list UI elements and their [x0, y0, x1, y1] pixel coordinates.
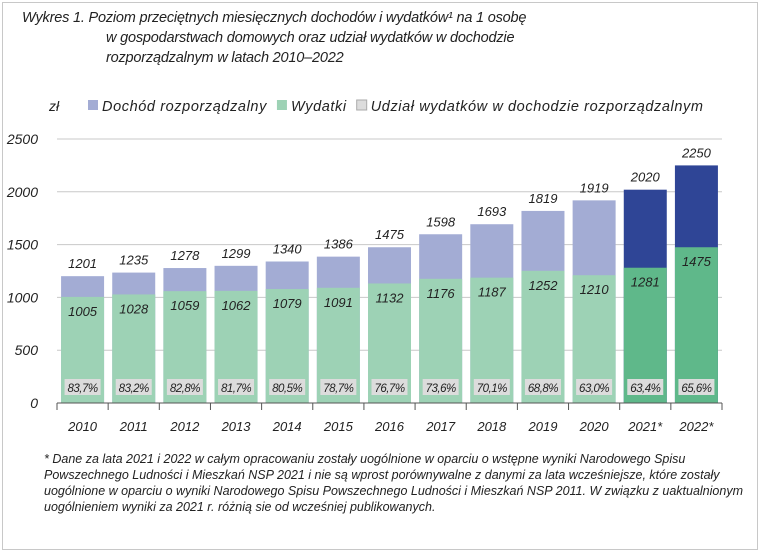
share-value-label: 76,7% — [374, 383, 404, 395]
x-tick-label: 2013 — [221, 419, 252, 434]
income-value-label: 1299 — [222, 246, 251, 261]
y-tick-label: 2500 — [6, 131, 38, 147]
expenses-value-label: 1176 — [427, 286, 456, 301]
x-tick-label: 2022* — [678, 419, 714, 434]
share-box — [371, 379, 408, 395]
income-value-label: 1693 — [477, 204, 507, 219]
income-value-label: 1278 — [170, 248, 200, 263]
y-tick-label: 500 — [15, 342, 39, 358]
legend-swatch — [356, 99, 368, 111]
share-box — [576, 379, 613, 395]
share-value-label: 63,4% — [630, 383, 660, 395]
x-tick-label: 2018 — [476, 419, 507, 434]
share-value-label: 73,6% — [426, 383, 456, 395]
expenses-value-label: 1132 — [376, 290, 405, 305]
share-value-label: 63,0% — [579, 383, 609, 395]
footnote: * Dane za lata 2021 i 2022 w całym oprac… — [44, 452, 743, 514]
share-box — [524, 379, 561, 395]
income-value-label: 1235 — [119, 253, 149, 268]
y-tick-label: 1500 — [7, 237, 38, 253]
legend-swatch — [276, 100, 287, 110]
income-value-label: 1819 — [529, 191, 558, 206]
share-box — [422, 379, 459, 395]
x-tick-label: 2019 — [528, 419, 558, 434]
expenses-value-label: 1210 — [580, 282, 610, 297]
x-tick-label: 2012 — [169, 419, 200, 434]
expenses-value-label: 1252 — [529, 278, 559, 293]
share-value-label: 82,8% — [170, 383, 200, 395]
expenses-value-label: 1059 — [170, 298, 199, 313]
x-tick-label: 2021* — [627, 419, 663, 434]
income-value-label: 1340 — [273, 241, 303, 256]
x-tick-label: 2011 — [119, 419, 148, 434]
expenses-value-label: 1005 — [68, 304, 98, 319]
y-tick-label: 0 — [30, 395, 38, 411]
y-axis-unit: zł — [48, 98, 60, 114]
legend-label: Udział wydatków w dochodzie rozporządzal… — [371, 99, 704, 115]
share-box — [678, 379, 715, 395]
share-value-label: 80,5% — [272, 383, 302, 395]
expenses-value-label: 1091 — [324, 295, 353, 310]
share-value-label: 70,1% — [477, 383, 507, 395]
share-value-label: 78,7% — [323, 383, 353, 395]
x-tick-label: 2017 — [425, 419, 456, 434]
income-value-label: 2020 — [630, 170, 661, 185]
title-line-3: rozporządzalnym w latach 2010–2022 — [106, 50, 344, 66]
income-value-label: 1919 — [580, 180, 609, 195]
income-value-label: 1598 — [426, 214, 456, 229]
expenses-value-label: 1079 — [273, 296, 302, 311]
share-box — [64, 379, 101, 395]
income-value-label: 1386 — [324, 237, 354, 252]
income-value-label: 1475 — [375, 227, 405, 242]
share-value-label: 68,8% — [528, 383, 558, 395]
expenses-value-label: 1028 — [119, 301, 149, 316]
legend-swatch — [88, 100, 98, 110]
income-value-label: 2250 — [681, 145, 712, 160]
share-box — [269, 379, 306, 395]
share-box — [115, 379, 152, 395]
share-box — [320, 379, 357, 395]
income-value-label: 1201 — [68, 256, 97, 271]
share-box — [627, 379, 664, 395]
share-value-label: 81,7% — [221, 383, 251, 395]
x-tick-label: 2020 — [579, 419, 610, 434]
legend-label: Dochód rozporządzalny — [102, 99, 267, 115]
share-value-label: 83,7% — [68, 383, 98, 395]
share-box — [473, 379, 510, 395]
y-tick-label: 2000 — [6, 184, 38, 200]
x-tick-label: 2010 — [67, 419, 98, 434]
x-tick-label: 2014 — [272, 419, 302, 434]
expenses-value-label: 1281 — [631, 275, 660, 290]
x-tick-label: 2015 — [323, 419, 354, 434]
x-tick-label: 2016 — [374, 419, 405, 434]
chart-title: Wykres 1. Poziom przeciętnych miesięczny… — [22, 8, 526, 68]
y-tick-label: 1000 — [7, 289, 38, 305]
expenses-value-label: 1062 — [222, 298, 252, 313]
share-value-label: 83,2% — [119, 383, 149, 395]
expenses-value-label: 1187 — [478, 285, 507, 300]
share-box — [166, 379, 203, 395]
expenses-value-label: 1475 — [682, 254, 712, 269]
title-line-1: Wykres 1. Poziom przeciętnych miesięczny… — [22, 10, 527, 26]
share-box — [218, 379, 255, 395]
share-value-label: 65,6% — [681, 383, 711, 395]
expenses-bar — [674, 247, 718, 403]
title-line-2: w gospodarstwach domowych oraz udział wy… — [106, 30, 515, 46]
legend-label: Wydatki — [291, 99, 347, 115]
